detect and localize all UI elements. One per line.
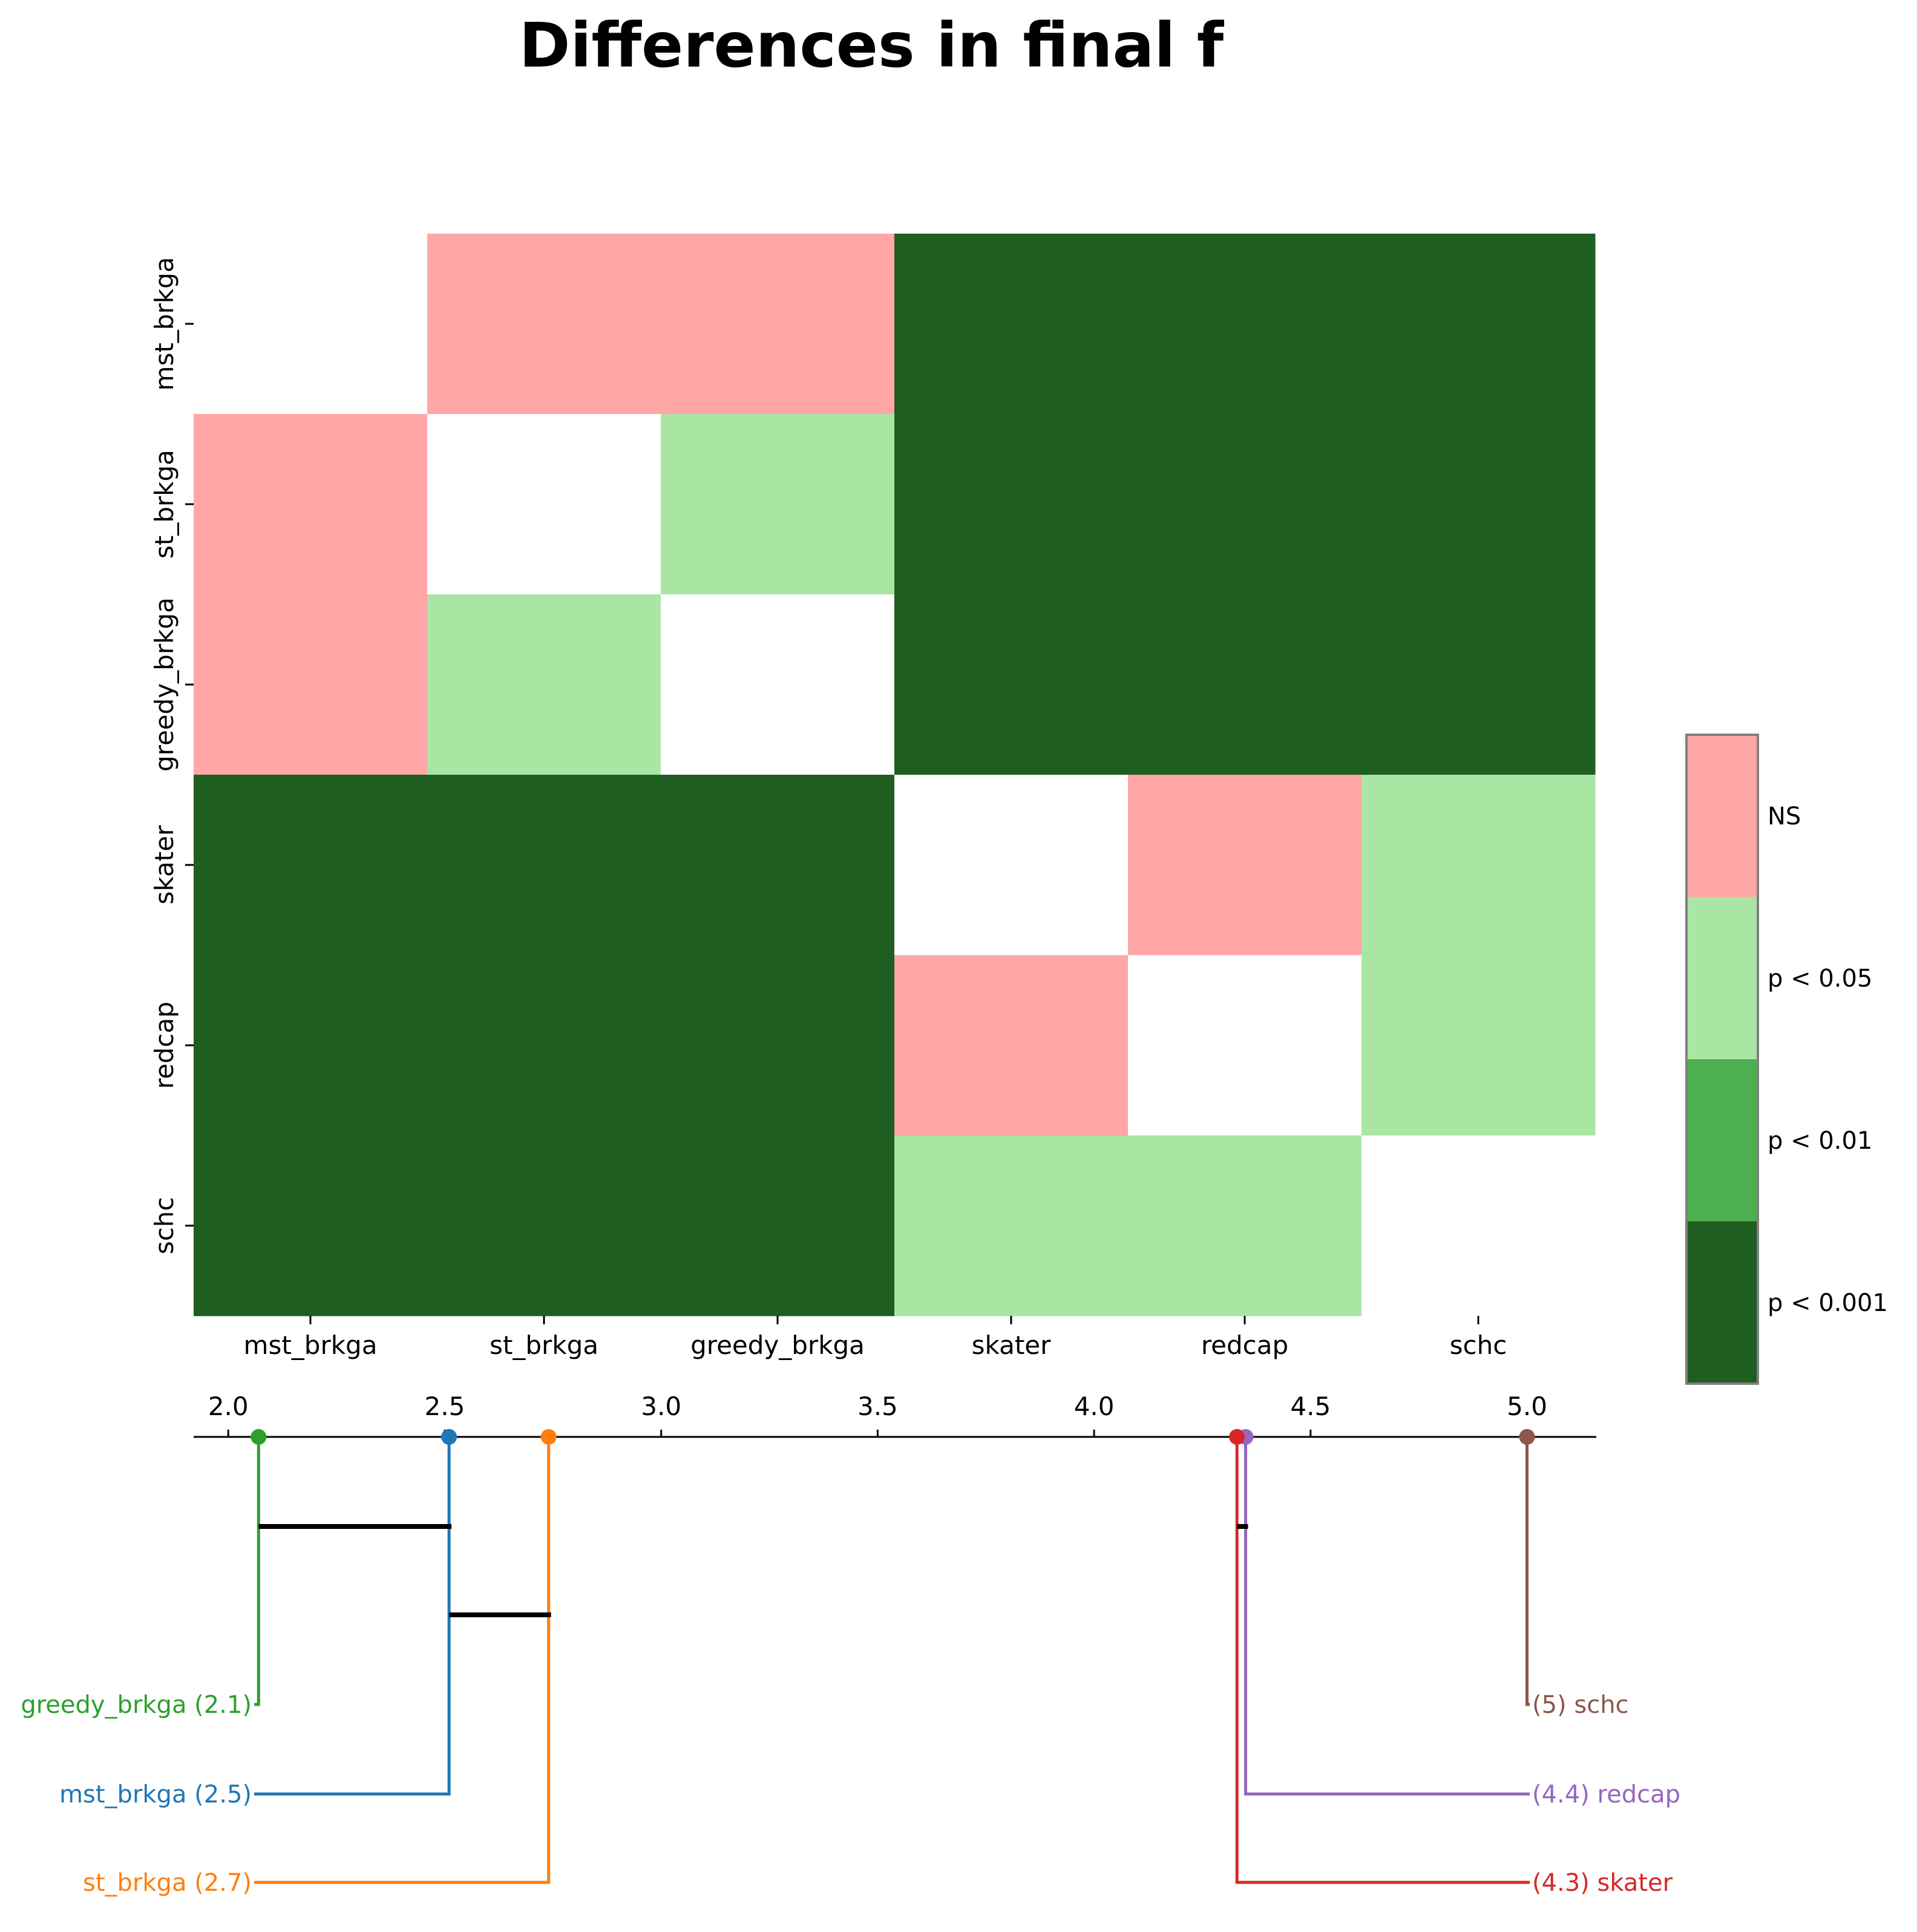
cd-rank-dot-skater (1229, 1429, 1245, 1445)
col-label-redcap: redcap (1201, 1330, 1288, 1360)
heatmap-cell-mst_brkga-st_brkga (427, 234, 661, 415)
heatmap-cell-schc-mst_brkga (194, 1135, 428, 1316)
cd-axis-tick-label: 2.5 (425, 1392, 465, 1421)
heatmap-cell-st_brkga-redcap (1128, 414, 1362, 595)
chart-title: Differences in final f (519, 10, 1225, 82)
cd-connector-mst_brkga (254, 1437, 451, 1796)
col-label-skater: skater (972, 1330, 1052, 1360)
cd-rank-dot-greedy_brkga (251, 1429, 267, 1445)
cd-axis-tick-label: 4.0 (1074, 1392, 1115, 1421)
heatmap-cell-skater-st_brkga (427, 775, 661, 956)
colorbar-label-2: p < 0.01 (1768, 1127, 1872, 1155)
cd-connector-redcap (1244, 1437, 1530, 1796)
col-label-schc: schc (1450, 1330, 1507, 1360)
cd-connector-schc (1525, 1437, 1530, 1706)
heatmap-cell-mst_brkga-greedy_brkga (661, 234, 895, 415)
cd-rank-axis: 2.0 2.5 3.0 3.5 4.0 4.5 5.0 (194, 1392, 1596, 1438)
heatmap-cell-skater-mst_brkga (194, 775, 428, 956)
colorbar-label-3: p < 0.001 (1768, 1289, 1888, 1317)
heatmap-cell-redcap-skater (894, 955, 1129, 1136)
row-label-redcap: redcap (149, 1002, 179, 1089)
heatmap-cell-greedy_brkga-schc (1362, 594, 1596, 775)
cd-axis-tick-label: 5.0 (1507, 1392, 1547, 1421)
heatmap-cell-mst_brkga-skater (894, 234, 1129, 415)
heatmap-cell-mst_brkga-schc (1362, 234, 1596, 415)
cd-axis-tick-label: 4.5 (1290, 1392, 1331, 1421)
colorbar-swatch-2 (1686, 1059, 1758, 1222)
heatmap-cell-skater-skater (894, 775, 1129, 956)
cd-rank-dot-mst_brkga (441, 1429, 457, 1445)
heatmap-cell-mst_brkga-redcap (1128, 234, 1362, 415)
heatmap-cell-redcap-greedy_brkga (661, 955, 895, 1136)
heatmap-cells (194, 234, 1596, 1316)
colorbar-legend: NS p < 0.05 p < 0.01 p < 0.001 (1685, 734, 1888, 1385)
row-label-skater: skater (149, 825, 179, 905)
heatmap-cell-skater-greedy_brkga (661, 775, 895, 956)
colorbar-swatch-3 (1686, 1221, 1758, 1384)
heatmap-cell-st_brkga-schc (1362, 414, 1596, 595)
heatmap-cell-skater-schc (1362, 775, 1596, 956)
cd-label-st_brkga: st_brkga (2.7) (83, 1869, 252, 1897)
colorbar-frame (1685, 734, 1759, 1385)
cd-connector-greedy_brkga (254, 1437, 260, 1706)
cd-label-skater: (4.3) skater (1532, 1869, 1673, 1897)
heatmap-cell-redcap-st_brkga (427, 955, 661, 1136)
cd-connector-skater (1235, 1437, 1530, 1884)
row-label-schc: schc (149, 1197, 179, 1255)
colorbar-swatch-1 (1686, 897, 1758, 1060)
heatmap-cell-redcap-mst_brkga (194, 955, 428, 1136)
col-label-greedy_brkga: greedy_brkga (690, 1330, 865, 1360)
colorbar-label-0: NS (1768, 803, 1801, 830)
heatmap-cell-schc-greedy_brkga (661, 1135, 895, 1316)
cd-label-mst_brkga: mst_brkga (2.5) (59, 1781, 252, 1809)
cd-axis-tick-label: 3.5 (857, 1392, 898, 1421)
heatmap-cell-greedy_brkga-st_brkga (427, 594, 661, 775)
col-label-mst_brkga: mst_brkga (244, 1330, 378, 1360)
heatmap-cell-mst_brkga-mst_brkga (194, 234, 428, 415)
row-label-mst_brkga: mst_brkga (149, 257, 179, 391)
heatmap-cell-redcap-schc (1362, 955, 1596, 1136)
cd-rank-dot-schc (1519, 1429, 1535, 1445)
cd-connector-st_brkga (254, 1437, 551, 1884)
heatmap-cell-schc-skater (894, 1135, 1129, 1316)
heatmap-col-labels: mst_brkga st_brkga greedy_brkga skater redca… (244, 1316, 1507, 1360)
colorbar-label-1: p < 0.05 (1768, 965, 1872, 993)
cd-label-greedy_brkga: greedy_brkga (2.1) (21, 1691, 252, 1719)
cd-label-schc: (5) schc (1532, 1691, 1629, 1719)
heatmap-cell-st_brkga-mst_brkga (194, 414, 428, 595)
cd-rank-dot-st_brkga (540, 1429, 557, 1445)
heatmap-cell-greedy_brkga-mst_brkga (194, 594, 428, 775)
cd-axis-tick-label: 3.0 (641, 1392, 681, 1421)
heatmap-cell-schc-redcap (1128, 1135, 1362, 1316)
heatmap-cell-st_brkga-skater (894, 414, 1129, 595)
heatmap-cell-schc-schc (1362, 1135, 1596, 1316)
cd-rank-lines: greedy_brkga (2.1) mst_brkga (2.5) st_brkg… (21, 1429, 1680, 1897)
row-label-st_brkga: st_brkga (149, 450, 179, 559)
heatmap-cell-redcap-redcap (1128, 955, 1362, 1136)
heatmap-cell-st_brkga-st_brkga (427, 414, 661, 595)
heatmap-cell-skater-redcap (1128, 775, 1362, 956)
heatmap-cell-greedy_brkga-redcap (1128, 594, 1362, 775)
cd-label-redcap: (4.4) redcap (1532, 1781, 1680, 1809)
cd-axis-tick-label: 2.0 (208, 1392, 249, 1421)
colorbar-swatch-0 (1686, 735, 1758, 898)
heatmap-cell-greedy_brkga-skater (894, 594, 1129, 775)
heatmap-cell-greedy_brkga-greedy_brkga (661, 594, 895, 775)
row-label-greedy_brkga: greedy_brkga (149, 597, 179, 772)
col-label-st_brkga: st_brkga (490, 1330, 598, 1360)
heatmap-cell-st_brkga-greedy_brkga (661, 414, 895, 595)
heatmap-cell-schc-st_brkga (427, 1135, 661, 1316)
